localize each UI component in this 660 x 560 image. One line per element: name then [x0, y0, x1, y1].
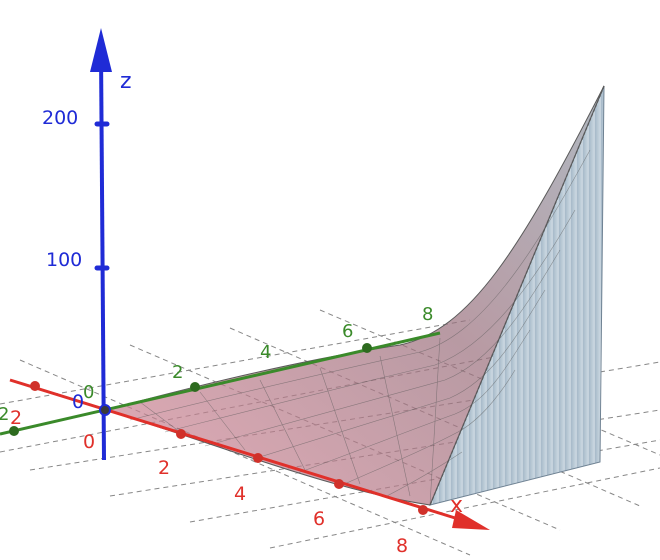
x-axis-name: x: [450, 493, 463, 518]
surface: [103, 85, 605, 506]
y-axis-ticks: [9, 343, 372, 436]
y-tick-8: 8: [422, 304, 433, 325]
z-tick-0: 0: [72, 391, 84, 413]
z-tick-200: 200: [42, 107, 78, 129]
origin-point: [99, 404, 111, 416]
x-tick-8: 8: [396, 535, 408, 557]
y-tick-2: 2: [172, 362, 183, 383]
x-tick-2: 2: [158, 457, 170, 479]
y-tick-6: 6: [342, 321, 353, 342]
x-axis: [9, 378, 469, 524]
x-tick-4: 4: [234, 483, 246, 505]
y-tick-neg: 2: [0, 404, 9, 425]
y-origin-label: 0: [83, 382, 94, 403]
z-axis: [99, 51, 106, 461]
x-origin-label: 0: [83, 431, 95, 453]
z-tick-100: 100: [46, 249, 82, 271]
x-tick-neg: 2: [10, 407, 22, 429]
surface-mesh: [129, 149, 591, 506]
z-axis-ticks: [94, 121, 110, 271]
z-axis-arrow: [90, 28, 112, 72]
x-axis-arrow: [452, 510, 490, 530]
y-tick-4: 4: [260, 342, 271, 363]
x-axis-ticks: [30, 381, 428, 515]
x-tick-6: 6: [313, 508, 325, 530]
z-axis-name: z: [120, 69, 132, 94]
